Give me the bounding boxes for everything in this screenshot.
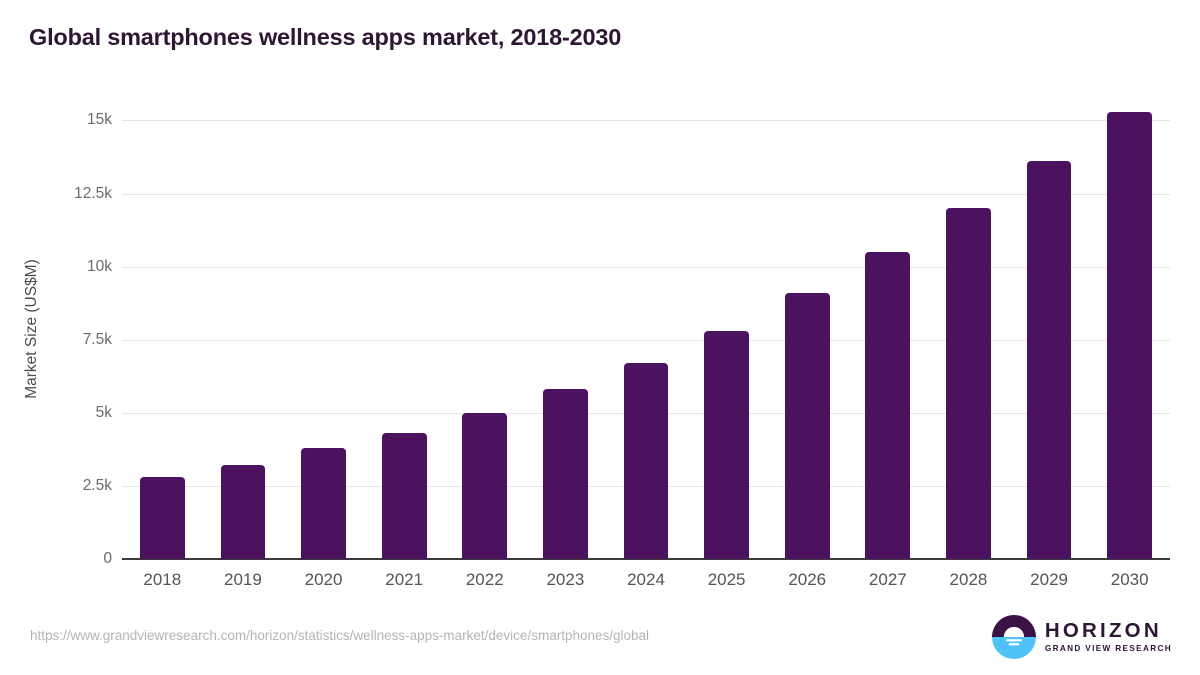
- x-axis-tick-label: 2026: [788, 570, 827, 589]
- logo-name: HORIZON: [1044, 618, 1162, 642]
- x-axis-tick-label: 2024: [627, 570, 665, 589]
- bar[interactable]: [139, 477, 185, 559]
- horizon-sun-circle-icon: [991, 615, 1036, 659]
- bar[interactable]: [784, 292, 830, 559]
- bar-group[interactable]: 2025: [704, 0, 749, 675]
- bar-group[interactable]: 2020: [301, 0, 346, 675]
- bar[interactable]: [381, 433, 427, 559]
- bar[interactable]: [1107, 111, 1153, 559]
- logo-tagline: GRAND VIEW RESEARCH: [1044, 644, 1172, 654]
- gridline: [122, 266, 1170, 268]
- x-axis-tick-label: 2019: [224, 570, 262, 589]
- logo-text: HORIZON GRAND VIEW RESEARCH: [1044, 618, 1172, 654]
- y-axis-tick-label: 0: [103, 550, 112, 567]
- source-url[interactable]: https://www.grandviewresearch.com/horizo…: [30, 628, 650, 643]
- y-axis-tick-label: 7.5k: [82, 330, 112, 348]
- x-axis-tick-label: 2021: [385, 570, 424, 589]
- bar[interactable]: [946, 208, 991, 559]
- bar[interactable]: [623, 363, 669, 559]
- x-axis-tick-label: 2020: [304, 570, 343, 589]
- bar-group[interactable]: 2024: [623, 0, 669, 675]
- bar-group[interactable]: 2019: [220, 0, 266, 675]
- gridline: [122, 120, 1170, 122]
- gridline: [122, 339, 1170, 341]
- gridline: [122, 193, 1170, 195]
- x-axis-tick-label: 2023: [546, 570, 585, 589]
- bar[interactable]: [462, 412, 508, 559]
- x-axis-line: [122, 558, 1170, 560]
- bar[interactable]: [865, 251, 911, 559]
- x-axis-tick-label: 2018: [143, 570, 182, 589]
- x-axis-tick-label: 2028: [949, 570, 988, 589]
- bar-group[interactable]: 2026: [784, 0, 830, 675]
- bar-group[interactable]: 2022: [462, 0, 508, 675]
- bar-group[interactable]: 2023: [543, 0, 588, 675]
- horizon-logo: HORIZON GRAND VIEW RESEARCH: [991, 615, 1172, 659]
- x-axis-tick-label: 2025: [707, 570, 746, 589]
- bar-group[interactable]: 2027: [865, 0, 911, 675]
- bar-group[interactable]: 2021: [381, 0, 427, 675]
- y-axis-tick-label: 2.5k: [82, 476, 112, 494]
- x-axis-tick-label: 2022: [465, 570, 504, 589]
- bar[interactable]: [301, 447, 346, 559]
- bar-group[interactable]: 2018: [139, 0, 185, 675]
- bars-group: 2018 2019 2020 2021 2022 2023 2024 2025 2026 2027…: [122, 0, 1170, 675]
- bar[interactable]: [543, 389, 588, 559]
- bar[interactable]: [1026, 161, 1072, 559]
- y-axis-tick-label: 12.5k: [74, 184, 112, 202]
- y-axis-tick-label: 5k: [95, 403, 112, 421]
- bar-group[interactable]: 2028: [946, 0, 991, 675]
- x-axis-tick-label: 2027: [868, 570, 907, 589]
- x-axis-tick-label: 2029: [1030, 570, 1068, 589]
- y-axis-title: Market Size (US$M): [23, 259, 40, 399]
- bar[interactable]: [704, 330, 749, 559]
- bar[interactable]: [220, 465, 266, 559]
- y-axis-tick-label: 10k: [87, 257, 112, 275]
- page-title: Global smartphones wellness apps market,…: [29, 24, 622, 50]
- y-axis-tick-label: 15k: [87, 111, 112, 129]
- bar-group[interactable]: 2029: [1026, 0, 1072, 675]
- bar-group[interactable]: 2030: [1107, 0, 1153, 675]
- x-axis-tick-label: 2030: [1110, 570, 1149, 589]
